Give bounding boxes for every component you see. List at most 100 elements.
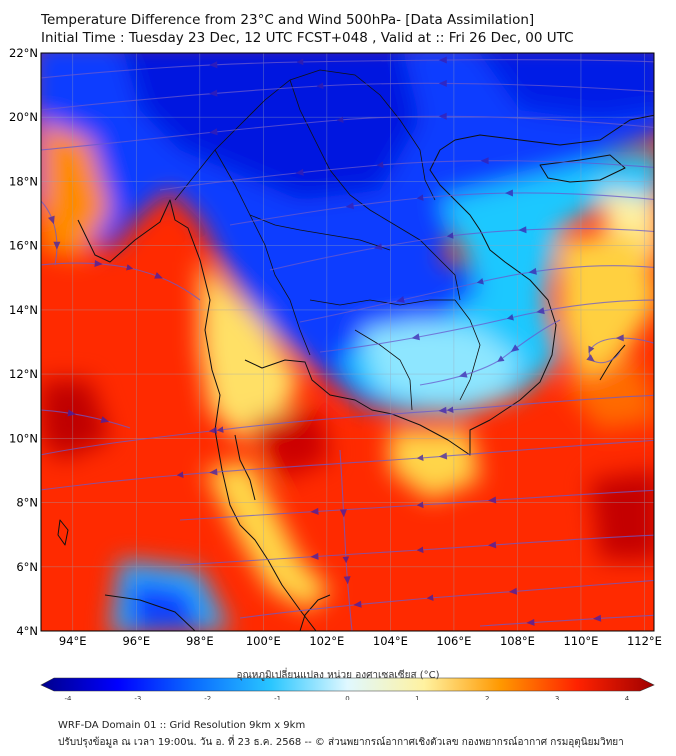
latitude-label: 18°N xyxy=(9,174,38,188)
coastlines xyxy=(57,114,654,631)
colorbar-tick-label: -3 xyxy=(134,695,141,700)
wind-arrow-icon xyxy=(343,576,351,585)
wind-arrow-icon xyxy=(94,259,103,267)
colorbar-tick-label: 0 xyxy=(345,695,349,700)
wind-arrow-icon xyxy=(438,79,447,87)
latitude-labels: 22°N 20°N 18°N 16°N 14°N 12°N 10°N 8°N 6°N 4°N xyxy=(9,46,38,638)
wind-arrow-icon xyxy=(510,344,520,352)
longitude-label: 98°E xyxy=(186,634,214,648)
wind-arrow-icon xyxy=(295,168,304,176)
latitude-label: 22°N xyxy=(9,46,38,60)
longitude-label: 94°E xyxy=(59,634,87,648)
wind-streamline xyxy=(479,614,654,627)
wind-streamline xyxy=(339,449,353,631)
colorbar-tick-label: -4 xyxy=(65,695,73,700)
wind-streamline xyxy=(269,227,654,271)
latitude-label: 6°N xyxy=(16,560,38,574)
wind-arrow-icon xyxy=(154,272,163,279)
wind-streamline xyxy=(41,409,131,429)
wind-arrow-icon xyxy=(487,496,497,504)
wind-streamline xyxy=(159,160,654,191)
longitude-label: 104°E xyxy=(373,634,408,648)
latitude-label: 16°N xyxy=(9,239,38,253)
wind-arrow-icon xyxy=(353,600,362,608)
wind-arrow-icon xyxy=(345,202,355,210)
latitude-label: 8°N xyxy=(16,496,38,510)
latitude-label: 10°N xyxy=(9,431,38,445)
wind-streamline xyxy=(41,200,58,266)
wind-streamline xyxy=(41,262,201,301)
temperature-field xyxy=(41,53,654,631)
wind-arrow-icon xyxy=(586,354,595,362)
colorbar-tick-label: 4 xyxy=(625,695,630,700)
latitude-label: 4°N xyxy=(16,624,38,638)
longitude-label: 110°E xyxy=(563,634,598,648)
wind-streamline xyxy=(239,579,654,619)
wind-streamlines xyxy=(41,56,654,631)
wind-arrow-icon xyxy=(209,128,218,136)
wind-arrow-icon xyxy=(487,541,497,549)
colorbar-tick-label: 2 xyxy=(485,695,489,700)
longitude-label: 106°E xyxy=(436,634,471,648)
wind-arrow-icon xyxy=(310,552,319,560)
wind-streamline xyxy=(229,192,654,226)
wind-arrow-icon xyxy=(53,241,61,250)
wind-arrow-icon xyxy=(458,370,468,378)
wind-streamline xyxy=(41,439,654,491)
wind-streamline xyxy=(419,319,561,386)
wind-arrow-icon xyxy=(373,243,383,251)
footer-line-1: WRF-DA Domain 01 :: Grid Resolution 9km … xyxy=(58,720,306,731)
wind-arrow-icon xyxy=(438,56,447,64)
longitude-label: 108°E xyxy=(500,634,535,648)
colorbar-tick-label: -1 xyxy=(274,695,281,700)
colorbar-tick-label: -2 xyxy=(204,695,211,700)
wind-arrow-icon xyxy=(438,112,447,120)
footer-line-2: ปรับปรุงข้อมูล ณ เวลา 19:00น. วัน อ. ที่… xyxy=(58,737,624,748)
wind-arrow-icon xyxy=(208,426,218,434)
longitude-labels: 94°E 96°E 98°E 100°E 102°E 104°E 106°E 108°E 110… xyxy=(59,634,662,648)
wind-arrow-icon xyxy=(209,61,218,69)
longitude-label: 102°E xyxy=(309,634,344,648)
wind-streamline xyxy=(41,82,654,111)
wind-arrow-icon xyxy=(396,296,405,303)
wind-arrow-icon xyxy=(504,189,513,197)
chart-title-line-1: Temperature Difference from 23°C and Win… xyxy=(41,12,535,28)
wind-arrow-icon xyxy=(615,334,624,342)
wind-arrow-icon xyxy=(480,157,489,165)
wind-streamline xyxy=(179,534,654,566)
weather-map: 22°N 20°N 18°N 16°N 14°N 12°N 10°N 8°N 6°N 4°N 94… xyxy=(9,46,662,700)
wind-arrow-icon xyxy=(209,468,218,476)
country-borders xyxy=(174,69,481,411)
wind-arrow-icon xyxy=(518,226,527,234)
wind-streamline xyxy=(319,299,654,353)
wind-arrow-icon xyxy=(508,587,518,595)
wind-arrow-icon xyxy=(48,215,55,225)
longitude-label: 100°E xyxy=(246,634,281,648)
wind-arrow-icon xyxy=(526,618,535,626)
latitude-label: 12°N xyxy=(9,367,38,381)
colorbar-tick-label: 1 xyxy=(415,695,419,700)
wind-arrow-icon xyxy=(536,307,545,315)
latitude-label: 20°N xyxy=(9,110,38,124)
colorbar-tick-label: 3 xyxy=(555,695,559,700)
wind-arrow-icon xyxy=(438,406,447,414)
wind-arrow-icon xyxy=(209,89,218,97)
wind-streamline xyxy=(41,115,654,151)
wind-streamline xyxy=(299,265,654,323)
map-frame xyxy=(40,52,655,632)
wind-streamline xyxy=(41,394,654,456)
wind-streamline xyxy=(41,58,654,79)
wind-arrow-icon xyxy=(592,614,602,622)
wind-arrow-icon xyxy=(310,507,319,515)
longitude-label: 96°E xyxy=(122,634,150,648)
latitude-label: 14°N xyxy=(9,303,38,317)
colorbar-label: อุณหภูมิเปลี่ยนแปลง หน่วย องศาเซลเซียส (… xyxy=(236,670,440,681)
wind-arrow-icon xyxy=(438,452,448,460)
wind-arrow-icon xyxy=(411,333,420,341)
wind-streamline xyxy=(179,489,654,521)
wind-arrow-icon xyxy=(100,416,110,424)
longitude-label: 112°E xyxy=(627,634,662,648)
wind-arrow-icon xyxy=(67,409,76,417)
wind-arrow-icon xyxy=(339,509,347,518)
wind-streamline xyxy=(588,337,654,364)
